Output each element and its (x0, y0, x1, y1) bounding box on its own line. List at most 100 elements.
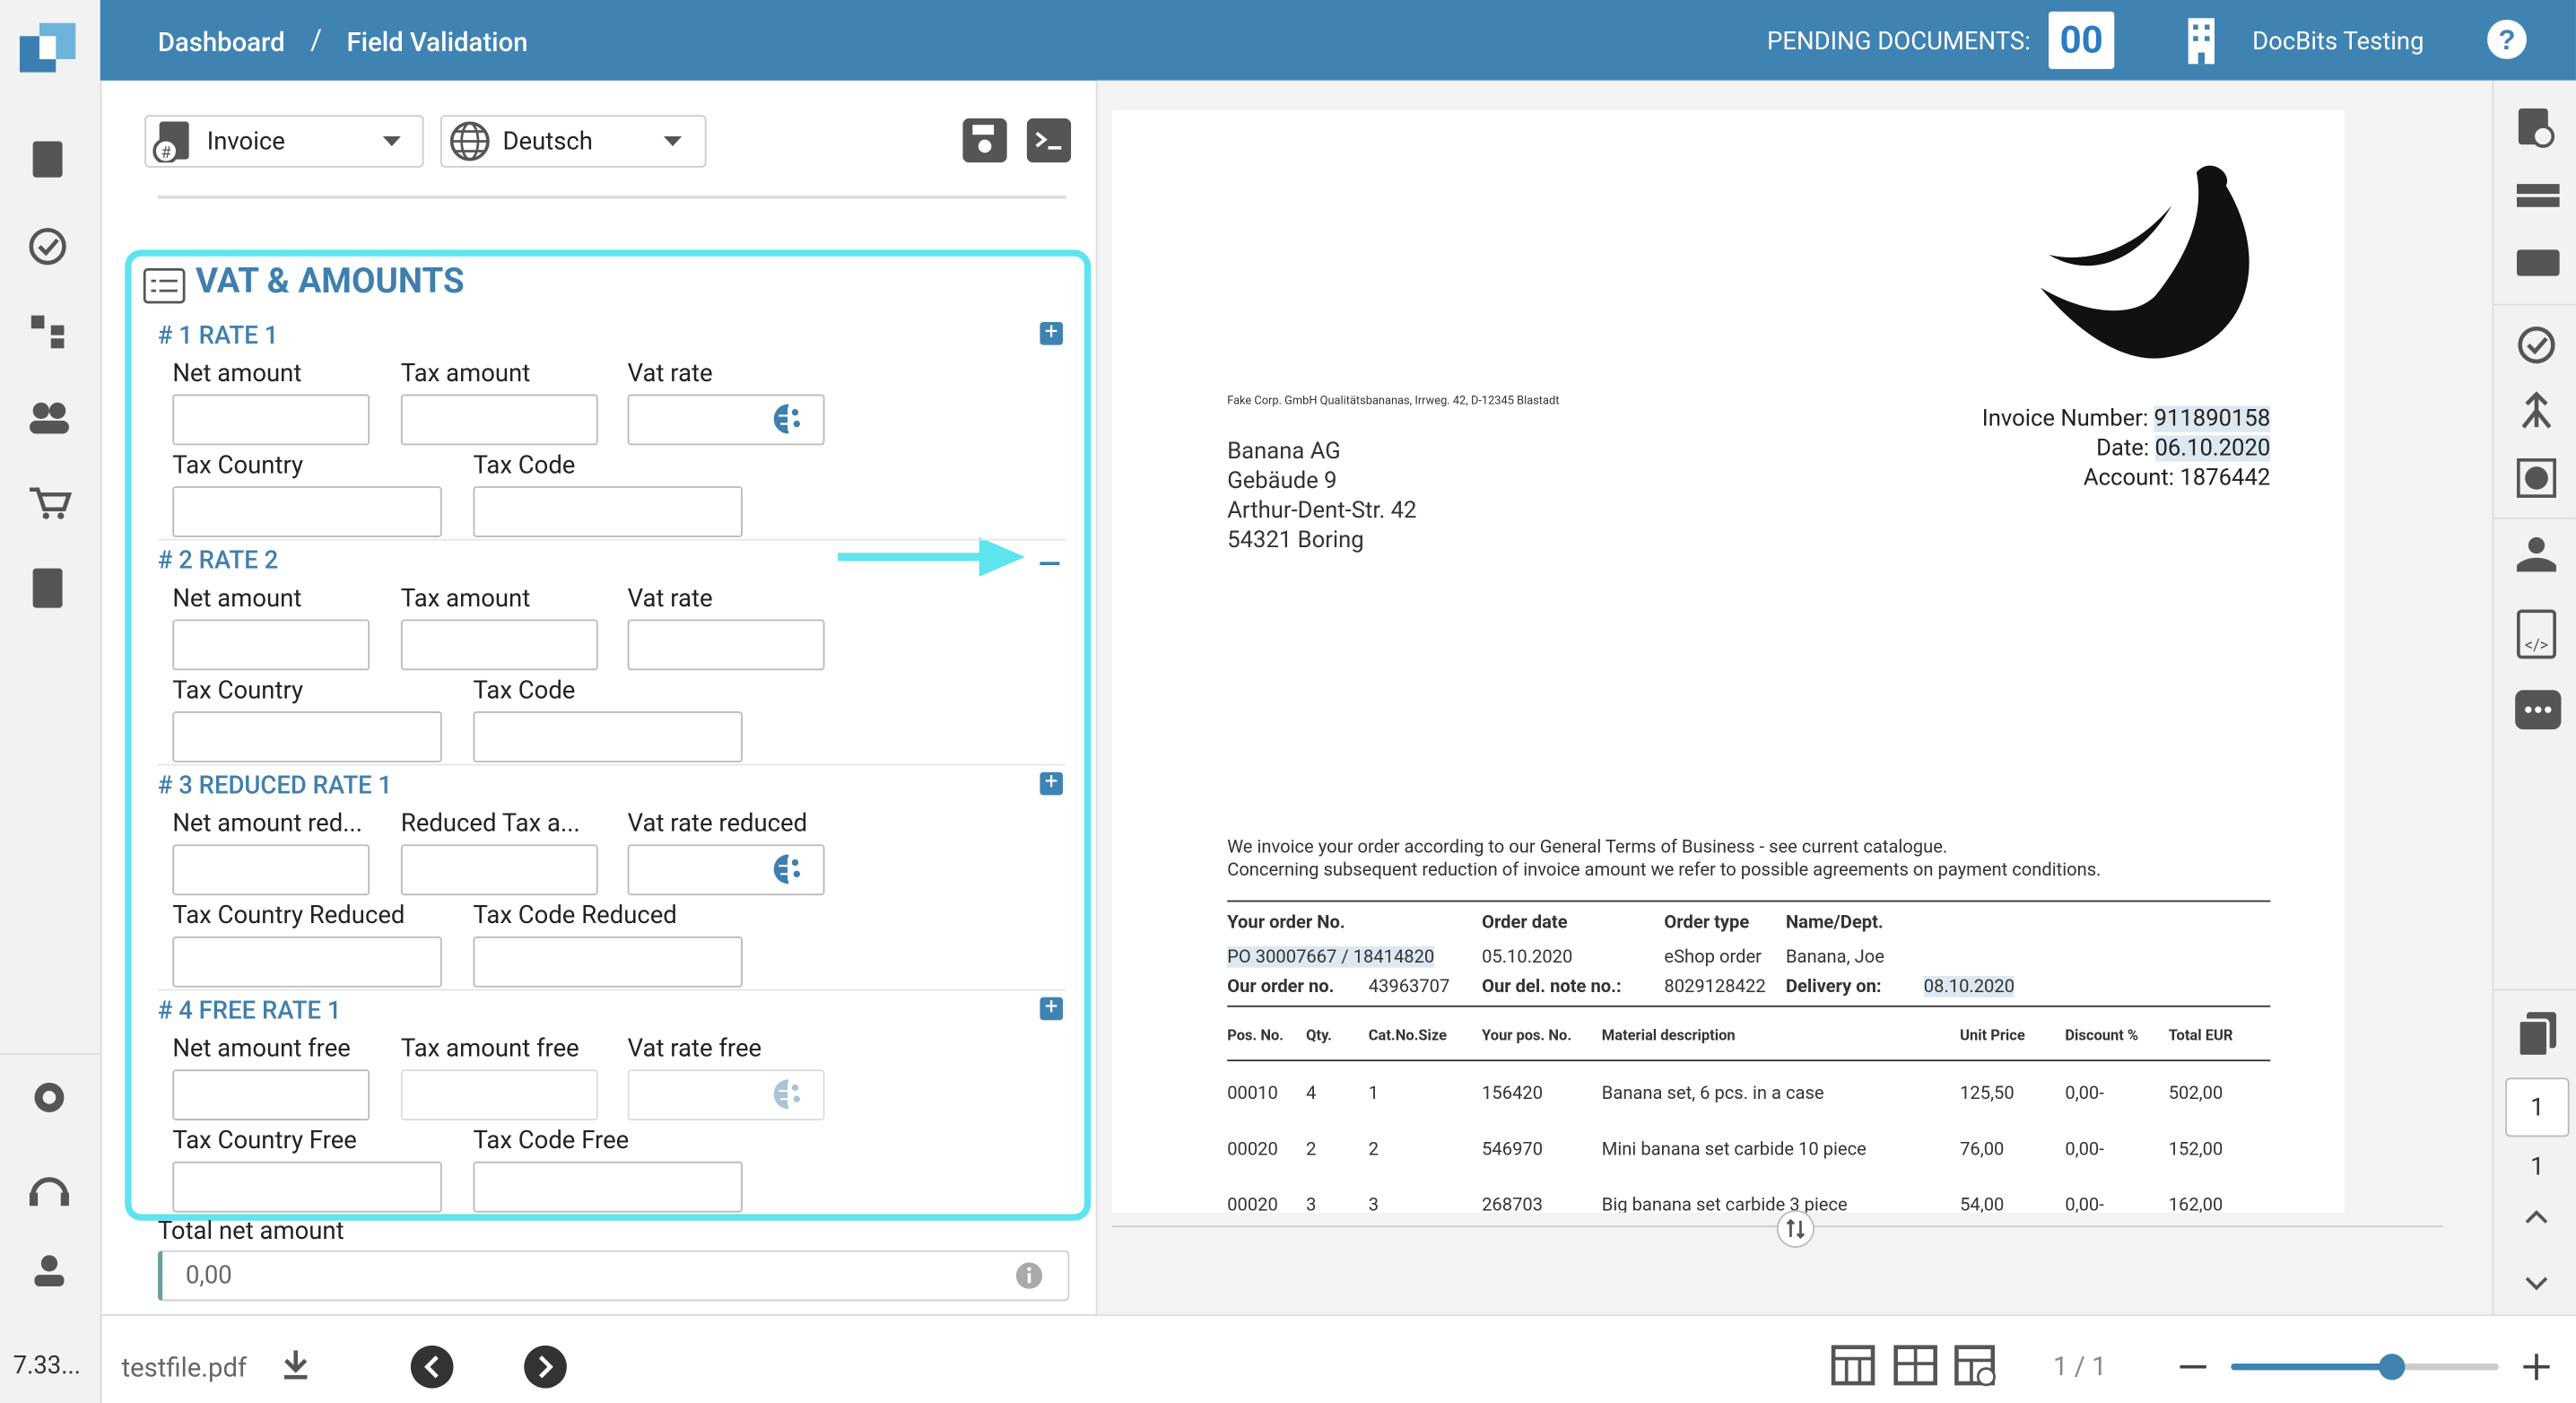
field-label: Vat rate free (627, 1033, 762, 1063)
item-header: Qty. (1306, 1028, 1332, 1045)
field-label: Tax amount free (400, 1033, 579, 1063)
collapse-button[interactable] (1040, 562, 1060, 566)
swap-button[interactable] (1776, 1209, 1815, 1249)
tool-divider (2492, 303, 2576, 306)
ai-icon[interactable] (772, 852, 805, 885)
meta-value: 06.10.2020 (2154, 435, 2271, 462)
item-header: Pos. No. (1227, 1028, 1284, 1045)
field-input[interactable] (473, 710, 743, 762)
svg-text:?: ? (2499, 24, 2516, 56)
download-icon[interactable] (281, 1349, 310, 1382)
annotation-arrow (838, 536, 1025, 577)
field-label: Tax Country (172, 675, 304, 705)
item-cell: 156420 (1482, 1082, 1544, 1104)
meta-label: Account: (2083, 465, 2175, 492)
total-label: Total net amount (157, 1216, 344, 1246)
breadcrumb-current: Field Validation (346, 26, 528, 58)
field-label: Tax amount (400, 358, 531, 388)
page-total: 1 (2530, 1151, 2545, 1181)
field-label: Vat rate reduced (627, 808, 808, 839)
language-value: Deutsch (502, 126, 593, 156)
expand-button[interactable]: + (1040, 771, 1064, 796)
field-input[interactable] (627, 844, 825, 896)
recipient-line: Gebäude 9 (1227, 467, 1337, 495)
field-input[interactable] (473, 1161, 743, 1213)
order-value: eShop order (1664, 946, 1762, 968)
field-input[interactable] (172, 1069, 370, 1121)
zoom-control[interactable] (2177, 1347, 2554, 1387)
field-input[interactable] (400, 619, 598, 671)
field-input[interactable] (627, 394, 825, 446)
field-input[interactable] (400, 1069, 598, 1121)
meta-value: 1876442 (2180, 465, 2271, 492)
item-cell: 2 (1368, 1138, 1379, 1160)
order-value: Banana, Joe (1785, 946, 1884, 968)
nav-icons[interactable] (26, 138, 73, 614)
field-input[interactable] (627, 619, 825, 671)
intro-line: We invoice your order according to our G… (1227, 836, 1948, 858)
company-name[interactable]: DocBits Testing (2252, 26, 2424, 57)
field-input[interactable] (172, 844, 370, 896)
item-cell: 125,50 (1960, 1082, 2015, 1104)
field-input[interactable] (172, 936, 442, 988)
field-input[interactable] (473, 936, 743, 988)
svg-text:#: # (161, 144, 171, 162)
page-nav[interactable] (2523, 1207, 2549, 1293)
order-field: Delivery on: (1785, 975, 1882, 998)
breadcrumb-link[interactable]: Dashboard (157, 26, 285, 58)
item-header: Material description (1601, 1028, 1736, 1045)
logo (19, 22, 76, 73)
page-input[interactable]: 1 (2505, 1077, 2570, 1137)
group-title: # 3 REDUCED RATE 1 (157, 770, 393, 800)
order-header: Order date (1482, 911, 1568, 934)
item-cell: 4 (1306, 1082, 1317, 1104)
total-value: 0,00 (185, 1259, 232, 1290)
help-icon[interactable]: ? (2487, 19, 2528, 59)
section-title: VAT & AMOUNTS (195, 263, 465, 302)
rule (1227, 900, 2271, 902)
field-input[interactable] (172, 394, 370, 446)
document-nav[interactable] (409, 1344, 570, 1390)
field-input[interactable] (400, 844, 598, 896)
tool-icons[interactable]: </> (2513, 105, 2563, 745)
item-header: Your pos. No. (1482, 1028, 1572, 1045)
save-button[interactable] (962, 118, 1007, 163)
field-input[interactable] (172, 619, 370, 671)
field-label: Tax Country (172, 449, 304, 480)
field-label: Tax amount (400, 583, 531, 614)
field-label: Net amount free (172, 1033, 351, 1063)
meta-value: 911890158 (2154, 405, 2271, 432)
sender: Fake Corp. GmbH Qualitätsbananas, Irrweg… (1227, 394, 1560, 408)
field-input[interactable] (400, 394, 598, 446)
console-button[interactable] (1026, 118, 1072, 163)
pending-count[interactable]: 00 (2049, 11, 2115, 69)
item-cell: 162,00 (2168, 1194, 2224, 1213)
ai-icon[interactable] (772, 1077, 805, 1111)
meta-label: Date: (2096, 435, 2150, 462)
language-select[interactable] (439, 115, 707, 168)
recipient-line: 54321 Boring (1227, 527, 1364, 554)
field-label: Tax Country Free (172, 1125, 357, 1155)
ai-icon[interactable] (772, 403, 805, 436)
nav-bottom-icons[interactable] (28, 1077, 71, 1291)
order-header: Order type (1664, 911, 1750, 934)
document-type-select[interactable] (144, 115, 424, 168)
pages-icon[interactable] (2517, 1012, 2560, 1059)
total-input[interactable] (157, 1250, 1070, 1302)
expand-button[interactable]: + (1040, 996, 1064, 1021)
order-header: Name/Dept. (1785, 911, 1884, 934)
field-input[interactable] (627, 1069, 825, 1121)
info-icon[interactable] (1015, 1262, 1043, 1290)
layout-icons[interactable] (1830, 1344, 2000, 1387)
pending-label: PENDING DOCUMENTS: (1767, 26, 2031, 57)
field-input[interactable] (473, 486, 743, 537)
item-cell: 0,00- (2065, 1138, 2104, 1160)
order-field: 08.10.2020 (1923, 975, 2015, 998)
intro-line: Concerning subsequent reduction of invoi… (1227, 858, 2102, 881)
field-label: Vat rate (627, 358, 713, 388)
field-input[interactable] (172, 1161, 442, 1213)
field-input[interactable] (172, 710, 442, 762)
field-input[interactable] (172, 486, 442, 537)
expand-button[interactable]: + (1040, 320, 1064, 345)
